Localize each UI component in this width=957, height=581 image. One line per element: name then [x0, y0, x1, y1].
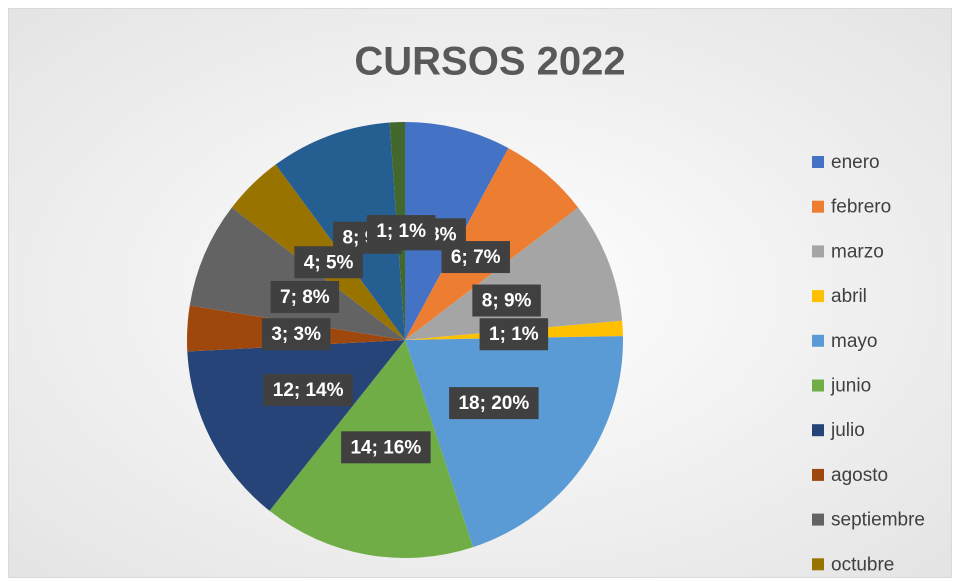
data-label-text: 1; 1% — [489, 324, 539, 345]
legend-text: junio — [830, 376, 871, 397]
legend-text: agosto — [831, 465, 888, 486]
data-label-text: 6; 7% — [451, 247, 501, 268]
data-label: 1; 1% — [366, 215, 436, 248]
data-label-text: 7; 8% — [280, 287, 330, 308]
data-label: 1; 1% — [479, 318, 549, 351]
legend-swatch — [812, 245, 824, 258]
chart-title: CURSOS 2022 — [354, 40, 625, 84]
legend-text: septiembre — [831, 510, 925, 531]
data-label-text: 12; 14% — [273, 380, 344, 401]
data-label-text: 4; 5% — [304, 252, 354, 273]
data-label-text: 1; 1% — [376, 221, 426, 242]
legend-text: enero — [831, 152, 880, 173]
legend-text: marzo — [831, 241, 884, 262]
legend-swatch — [812, 290, 824, 303]
data-label-box — [441, 241, 510, 274]
data-label-box — [341, 431, 431, 464]
data-label-text: 3; 3% — [271, 324, 321, 345]
legend-text: abril — [831, 286, 867, 307]
data-label-text: 8; 9% — [482, 291, 532, 312]
data-label-box — [366, 215, 436, 248]
legend-text: mayo — [831, 331, 877, 352]
legend-swatch — [812, 513, 824, 526]
legend-text: octubre — [831, 554, 894, 575]
legend-swatch — [812, 334, 824, 347]
legend-swatch — [812, 558, 824, 571]
legend-swatch — [812, 156, 824, 168]
pie-slice — [405, 207, 623, 340]
data-label: 12; 14% — [263, 373, 353, 406]
data-label: 7; 8% — [270, 280, 340, 313]
legend-swatch — [812, 424, 824, 437]
data-label-box — [472, 284, 541, 317]
data-label-box — [449, 387, 539, 420]
data-label: 8; 9% — [472, 284, 541, 317]
data-label-box — [479, 318, 549, 351]
data-label: 3; 3% — [261, 318, 331, 351]
legend-swatch — [812, 379, 824, 392]
data-label-box — [263, 373, 353, 406]
data-label-box — [270, 280, 340, 313]
data-label-text: 14; 16% — [350, 437, 421, 458]
legend-text: julio — [830, 420, 865, 441]
legend-swatch — [812, 468, 824, 481]
data-label: 6; 7% — [441, 241, 510, 274]
data-label: 14; 16% — [341, 431, 431, 464]
legend-swatch — [812, 200, 824, 213]
data-label: 18; 20% — [449, 387, 539, 420]
data-label-text: 18; 20% — [458, 393, 529, 414]
data-label-box — [261, 318, 331, 351]
legend-text: febrero — [831, 197, 891, 218]
